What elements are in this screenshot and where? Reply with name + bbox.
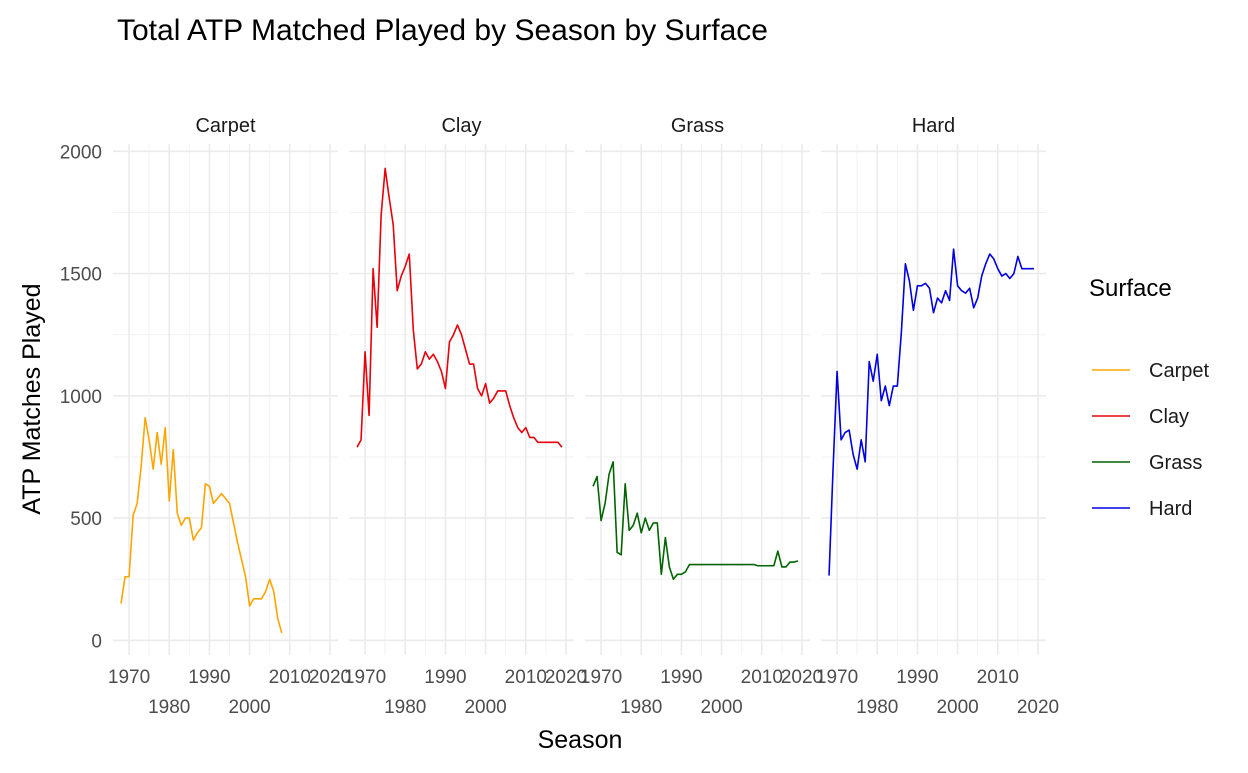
chart-title: Total ATP Matched Played by Season by Su… bbox=[117, 14, 768, 47]
x-tick-label: 1990 bbox=[188, 667, 230, 688]
y-tick-label: 1000 bbox=[60, 387, 102, 408]
x-tick-label: 1990 bbox=[660, 667, 702, 688]
legend-item-clay: Clay bbox=[1092, 406, 1189, 428]
x-tick-label: 2010 bbox=[741, 667, 783, 688]
y-tick-label: 2000 bbox=[60, 142, 102, 163]
x-tick-label: 1990 bbox=[896, 667, 938, 688]
x-tick-label: 1970 bbox=[108, 667, 150, 688]
panel-carpet: Carpet 1970 1990 2010 1980 2000 2020 bbox=[108, 115, 351, 718]
x-tick-label: 1980 bbox=[856, 697, 898, 718]
x-tick-label: 2020 bbox=[781, 667, 823, 688]
x-tick-label: 2020 bbox=[309, 667, 351, 688]
legend-item-label: Carpet bbox=[1149, 360, 1209, 382]
x-tick-label: 2010 bbox=[977, 667, 1019, 688]
x-tick-label: 2000 bbox=[228, 697, 270, 718]
x-tick-label: 1980 bbox=[384, 697, 426, 718]
x-tick-label: 1980 bbox=[620, 697, 662, 718]
legend-item-label: Hard bbox=[1149, 498, 1192, 520]
x-tick-label: 2020 bbox=[545, 667, 587, 688]
y-axis-label: ATP Matches Played bbox=[18, 283, 46, 514]
x-tick-label: 1970 bbox=[816, 667, 858, 688]
x-tick-label: 2010 bbox=[269, 667, 311, 688]
legend: Surface Carpet Clay Grass Hard bbox=[1089, 275, 1209, 520]
panel-grass: Grass 1970 1990 2010 1980 2000 2020 bbox=[580, 115, 823, 718]
panel-strip-label: Hard bbox=[912, 115, 955, 137]
legend-item-carpet: Carpet bbox=[1092, 360, 1209, 382]
panel-strip-label: Carpet bbox=[195, 115, 255, 137]
x-tick-label: 2020 bbox=[1017, 697, 1059, 718]
panel-strip-label: Clay bbox=[441, 115, 481, 137]
legend-item-grass: Grass bbox=[1092, 452, 1202, 474]
y-tick-label: 1500 bbox=[60, 265, 102, 286]
panel-hard: Hard 1970 1990 2010 1980 2000 2020 bbox=[816, 115, 1059, 718]
legend-entries: Carpet Clay Grass Hard bbox=[1092, 360, 1209, 520]
panels-layer: Carpet 1970 1990 2010 1980 2000 2020 Clay 1970 19… bbox=[108, 115, 1059, 718]
x-tick-label: 1970 bbox=[580, 667, 622, 688]
y-tick-label: 0 bbox=[91, 631, 102, 652]
x-tick-label: 1980 bbox=[148, 697, 190, 718]
legend-title: Surface bbox=[1089, 275, 1172, 302]
series-line-hard bbox=[828, 248, 1034, 576]
y-tick-labels: 0 500 1000 1500 2000 bbox=[60, 142, 102, 652]
legend-item-label: Grass bbox=[1149, 452, 1202, 474]
series-line-clay bbox=[356, 167, 563, 448]
x-axis-label: Season bbox=[538, 726, 623, 754]
x-tick-label: 1990 bbox=[424, 667, 466, 688]
y-tick-label: 500 bbox=[70, 509, 102, 530]
series-line-grass bbox=[592, 461, 799, 581]
series-line-carpet bbox=[120, 417, 283, 634]
x-tick-label: 2000 bbox=[464, 697, 506, 718]
panel-strip-label: Grass bbox=[671, 115, 724, 137]
panel-clay: Clay 1970 1990 2010 1980 2000 2020 bbox=[344, 115, 587, 718]
x-tick-label: 2000 bbox=[700, 697, 742, 718]
x-tick-label: 2010 bbox=[505, 667, 547, 688]
x-tick-label: 1970 bbox=[344, 667, 386, 688]
x-tick-label: 2000 bbox=[936, 697, 978, 718]
legend-item-hard: Hard bbox=[1092, 498, 1192, 520]
legend-item-label: Clay bbox=[1149, 406, 1189, 428]
